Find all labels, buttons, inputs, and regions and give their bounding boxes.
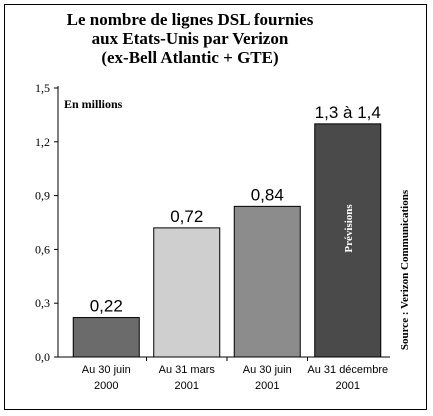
y-tick-label: 1,2 [35, 135, 50, 149]
bar-value-label: 1,3 à 1,4 [315, 103, 381, 122]
y-tick-label: 0,0 [35, 350, 50, 364]
x-tick-label: Au 31 mars [159, 364, 216, 376]
x-tick-label: Au 30 juin [82, 364, 131, 376]
x-tick-label: 2001 [336, 380, 360, 392]
source-label: Source : Verizon Communications [399, 189, 411, 350]
forecast-annotation: Prévisions [343, 204, 355, 253]
x-tick-label: Au 30 juin [243, 364, 292, 376]
bar-value-label: 0,22 [90, 297, 123, 316]
chart-title-line-1: Le nombre de lignes DSL fournies [66, 10, 314, 29]
bar-value-label: 0,72 [170, 207, 203, 226]
y-tick-label: 1,5 [35, 81, 50, 95]
x-tick-label: Au 31 décembre [307, 364, 388, 376]
y-tick-label: 0,9 [35, 189, 50, 203]
bar-value-label: 0,84 [251, 185, 284, 204]
y-tick-label: 0,6 [35, 242, 50, 256]
y-tick-label: 0,3 [35, 296, 50, 310]
bar [72, 317, 140, 358]
bar [233, 205, 301, 358]
bar [153, 227, 221, 358]
x-tick-label: 2000 [94, 380, 118, 392]
x-tick-label: 2001 [255, 380, 279, 392]
bar [314, 123, 382, 358]
unit-label: En millions [64, 97, 123, 111]
chart-title-line-2: aux Etats-Unis par Verizon [91, 29, 289, 48]
chart-title-line-3: (ex-Bell Atlantic + GTE) [101, 48, 279, 67]
x-tick-label: 2001 [175, 380, 199, 392]
